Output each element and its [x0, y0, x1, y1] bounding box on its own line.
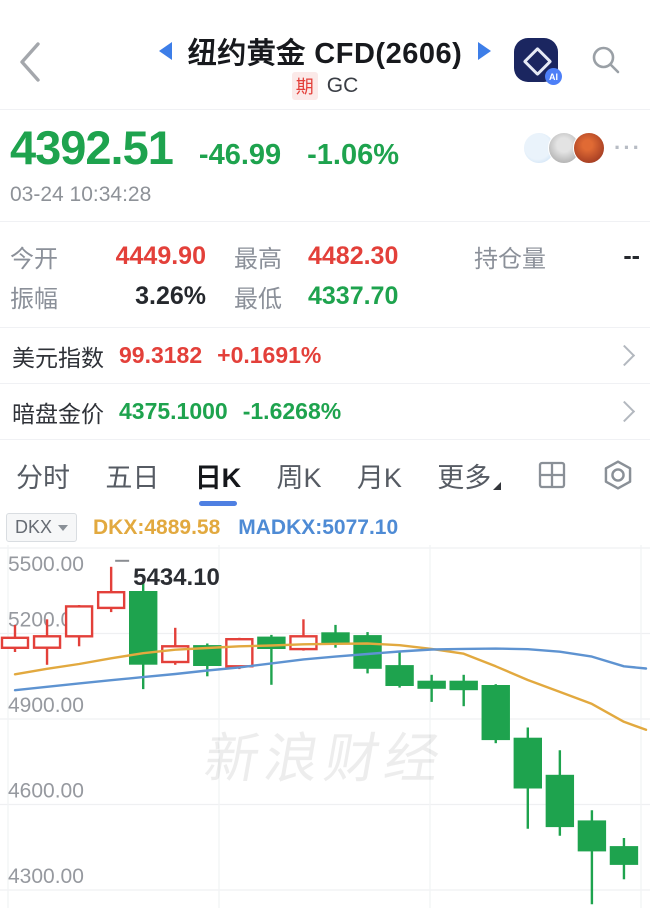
stat-value-low: 4337.70 — [308, 281, 399, 310]
usd-index-value: 99.3182 — [119, 342, 203, 368]
dark-pool-gold-row[interactable]: 暗盘金价 4375.1000 -1.6268% — [0, 384, 650, 440]
stats-panel: 今开 4449.90 最高 4482.30 持仓量 -- 振幅 3.26% 最低… — [0, 222, 650, 328]
tab-daily-k[interactable]: 日K — [195, 440, 242, 510]
dark-pool-gold-label: 暗盘金价 — [12, 400, 104, 427]
chevron-right-icon — [613, 400, 636, 423]
back-button[interactable] — [12, 36, 48, 88]
stats-row: 振幅 3.26% 最低 4337.70 — [10, 276, 640, 316]
svg-text:5434.10: 5434.10 — [133, 564, 220, 591]
ai-badge-label: AI — [545, 68, 562, 85]
chart-settings-icon[interactable] — [602, 459, 634, 491]
avatar[interactable] — [523, 132, 556, 164]
page-title: 纽约黄金 CFD(2606) — [187, 38, 463, 70]
usd-index-pct: +0.1691% — [217, 342, 322, 368]
header: 纽约黄金 CFD(2606) 期 GC AI — [0, 0, 650, 110]
ai-assistant-icon[interactable]: AI — [514, 38, 562, 85]
stat-value-amplitude: 3.26% — [135, 281, 206, 310]
stat-label-open: 今开 — [10, 245, 58, 273]
price-change: -46.99 — [198, 139, 282, 171]
stat-label-high: 最高 — [234, 245, 282, 273]
madkx-value-label: MADKX:5077.10 — [238, 515, 399, 539]
stat-label-amplitude: 振幅 — [10, 285, 58, 313]
dkx-value-label: DKX:4889.58 — [93, 515, 221, 539]
tab-five-day[interactable]: 五日 — [105, 462, 160, 493]
caret-down-icon — [58, 524, 69, 531]
quote-panel: 4392.51 -46.99 -1.06% 03-24 10:34:28 ··· — [0, 110, 650, 222]
svg-text:4900.00: 4900.00 — [8, 694, 84, 717]
price-change-pct: -1.06% — [307, 139, 400, 171]
stat-value-open-interest: -- — [623, 241, 640, 270]
avatar[interactable] — [573, 132, 606, 164]
multi-chart-grid-icon[interactable] — [537, 460, 567, 490]
symbol-code: GC — [326, 74, 359, 97]
usd-index-label: 美元指数 — [12, 344, 104, 371]
indicator-bar: DKX DKX:4889.58 MADKX:5077.10 — [0, 510, 650, 545]
futures-type-badge: 期 — [291, 72, 318, 100]
svg-text:4600.00: 4600.00 — [8, 780, 84, 803]
kline-chart[interactable]: 新浪财经5500.005200.004900.004600.004300.005… — [0, 545, 650, 908]
stat-label-low: 最低 — [234, 285, 282, 313]
period-tab-bar: 分时 五日 日K 周K 月K 更多 — [0, 440, 650, 510]
last-price: 4392.51 — [10, 121, 174, 174]
usd-index-row[interactable]: 美元指数 99.3182 +0.1691% — [0, 328, 650, 384]
svg-text:4300.00: 4300.00 — [8, 865, 84, 888]
stats-row: 今开 4449.90 最高 4482.30 持仓量 -- — [10, 236, 640, 276]
chevron-right-icon — [613, 344, 636, 367]
svg-text:新浪财经: 新浪财经 — [200, 728, 451, 789]
tab-more[interactable]: 更多 — [437, 440, 502, 510]
svg-text:5500.00: 5500.00 — [8, 553, 84, 576]
indicator-selector-dropdown[interactable]: DKX — [6, 513, 78, 542]
search-icon[interactable] — [590, 44, 622, 76]
stat-value-high: 4482.30 — [308, 241, 399, 270]
dark-pool-gold-value: 4375.1000 — [119, 398, 228, 424]
dark-pool-gold-pct: -1.6268% — [242, 398, 342, 424]
next-instrument-arrow-icon[interactable] — [478, 42, 492, 60]
stat-label-open-interest: 持仓量 — [474, 245, 546, 273]
stat-value-open: 4449.90 — [115, 241, 206, 270]
tab-weekly-k[interactable]: 周K — [276, 462, 322, 493]
tab-minute[interactable]: 分时 — [16, 462, 70, 493]
prev-instrument-arrow-icon[interactable] — [158, 42, 172, 60]
tab-monthly-k[interactable]: 月K — [356, 462, 402, 493]
more-corner-triangle-icon — [493, 482, 502, 490]
more-avatars-ellipsis-icon[interactable]: ··· — [614, 135, 642, 160]
quote-timestamp: 03-24 10:34:28 — [10, 183, 152, 206]
